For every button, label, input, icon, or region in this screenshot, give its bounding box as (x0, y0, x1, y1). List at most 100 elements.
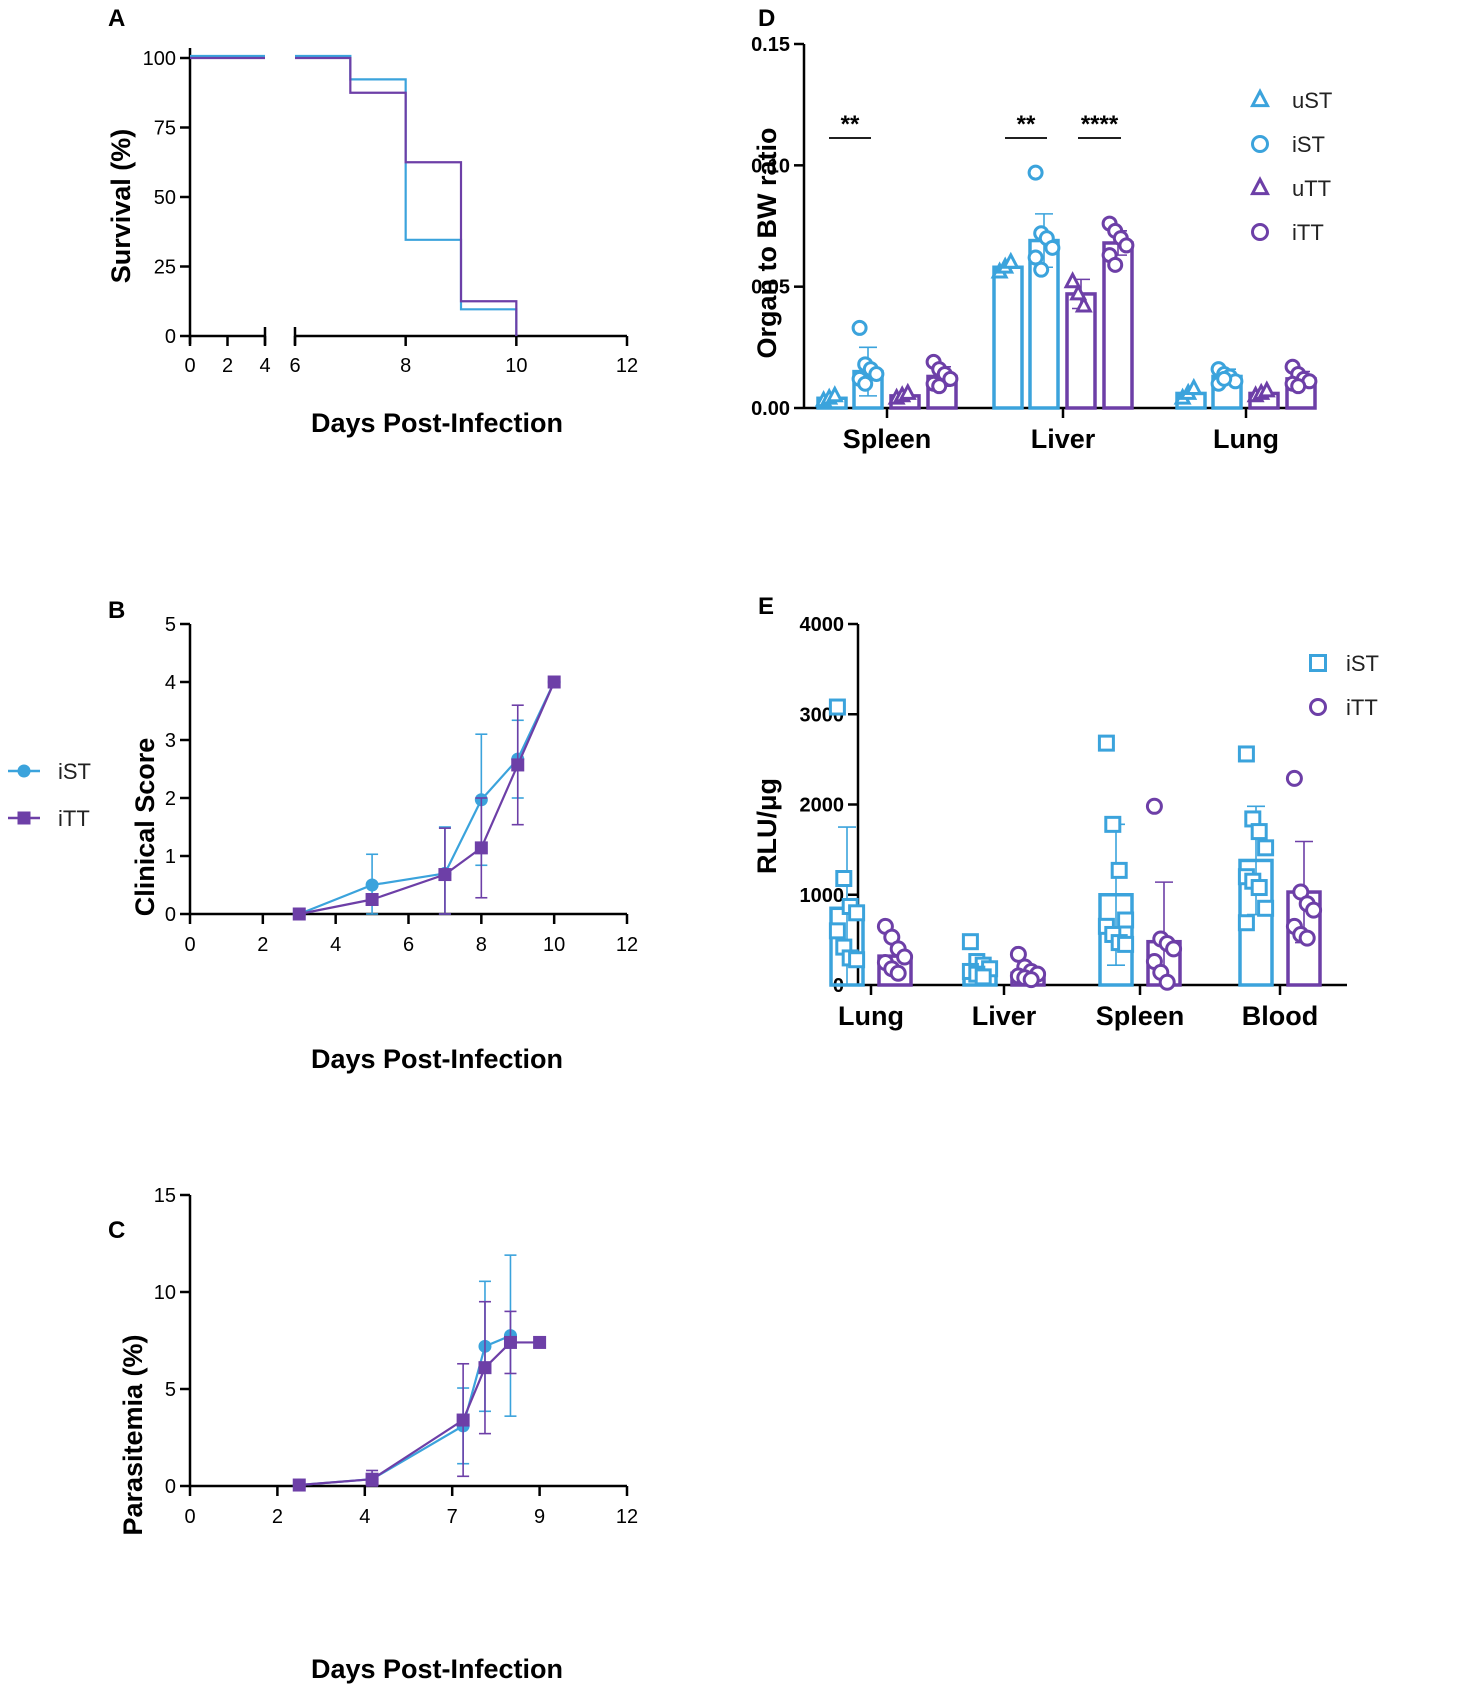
panel-b-xtick-label: 6 (403, 934, 414, 956)
panel-d-point-utt (1074, 295, 1093, 313)
panel-e-point-ist (974, 968, 992, 986)
panel-e-point-ist (835, 870, 853, 888)
panel-a-xtick-label: 10 (505, 355, 527, 377)
panel-b-xtick-label: 2 (257, 934, 268, 956)
panel-d-point-ist (1216, 370, 1233, 387)
panel-d-point-ust (1001, 251, 1020, 269)
panel-b-ylabel: Clinical Score (130, 738, 160, 917)
panel-d-ytick-label: 0.05 (751, 277, 790, 299)
panel-c-ytick-label: 5 (165, 1379, 176, 1401)
panel-d-point-ust (825, 385, 844, 403)
panel-c-xtick-label: 2 (272, 1506, 283, 1528)
panel-e-point-itt (1145, 797, 1163, 815)
panel-e-point-itt (889, 964, 907, 982)
panel-d-ylabel: Organ to BW ratio (752, 128, 782, 359)
panel-d-point-itt (1290, 378, 1307, 395)
panel-b-point-itt (474, 841, 488, 855)
panel-e-ytick-label: 1000 (800, 885, 845, 907)
panel-b-xtick-label: 4 (330, 934, 341, 956)
legend-ist-marker (17, 764, 31, 778)
panel-b-point-itt (365, 893, 379, 906)
panel-e-point-ist (1117, 911, 1135, 929)
panel-b-ytick-label: 5 (165, 614, 176, 636)
panel-e-legend-label-itt: iTT (1346, 695, 1378, 720)
legend-itt-marker (17, 811, 31, 825)
panel-c-point-itt (533, 1335, 547, 1349)
panel-e-category-label: Liver (972, 1001, 1037, 1031)
panel-e-point-ist (828, 698, 846, 716)
panel-c-xtick-label: 7 (447, 1506, 458, 1528)
panel-c-point-itt (456, 1413, 470, 1427)
panel-d-point-utt (1063, 271, 1082, 289)
panel-d-significance-label: ** (841, 111, 860, 138)
panel-d-legend-label-ust: uST (1292, 88, 1332, 113)
panel-b-point-itt (292, 907, 306, 921)
panel-a-xtick-label: 2 (222, 355, 233, 377)
panel-b-xlabel: Days Post-Infection (311, 1044, 563, 1074)
panel-d-ytick-label: 0.15 (751, 34, 790, 56)
panel-a-ytick-label: 75 (154, 118, 176, 140)
panel-e-point-ist (848, 904, 866, 922)
panel-a-xtick-label: 8 (400, 355, 411, 377)
panel-d-point-itt (942, 370, 959, 387)
panel-a-ylabel: Survival (%) (106, 129, 136, 284)
panel-b-ytick-label: 3 (165, 730, 176, 752)
panel-e-point-itt (1158, 973, 1176, 991)
panel-e-point-ist (1237, 914, 1255, 932)
panel-c-point-itt (503, 1335, 517, 1349)
panel-d-point-ist (1027, 164, 1044, 181)
panel-c-point-itt (365, 1472, 379, 1486)
panel-e-point-ist (1250, 823, 1268, 841)
panel-d-point-itt (931, 378, 948, 395)
panel-d-bar-ust (992, 265, 1024, 410)
legend-itt-label: iTT (58, 806, 90, 831)
panel-a-xtick-label: 4 (259, 355, 270, 377)
panel-b-point-ist (365, 878, 379, 892)
panel-d-category-label: Liver (1031, 424, 1096, 454)
panel-c-ytick-label: 10 (154, 1282, 176, 1304)
panel-d-significance-label: ** (1017, 111, 1036, 138)
panel-c-parasitemia-chart: 0 5 10 15 0 2 4 7 9 12 (154, 1185, 638, 1528)
panel-a-ytick-label: 50 (154, 187, 176, 209)
panel-a-xlabel: Days Post-Infection (311, 408, 563, 438)
panel-b-line-ist (298, 681, 556, 916)
panel-e-point-ist (828, 922, 846, 940)
panel-b-point-itt (511, 758, 525, 772)
panel-d-category-label: Lung (1213, 424, 1279, 454)
panel-c-line-itt (299, 1341, 540, 1487)
panel-d-ytick-label: 0.00 (751, 398, 790, 420)
panel-e-legend-label-ist: iST (1346, 651, 1379, 676)
panel-d-legend-marker-ust (1250, 88, 1270, 108)
panel-d-ytick-label: 0.10 (751, 155, 790, 177)
panel-a-xtick-label: 0 (184, 355, 195, 377)
panel-b-ytick-label: 4 (165, 672, 176, 694)
panel-a-ytick-label: 100 (143, 48, 176, 70)
panel-e-point-ist (1257, 839, 1275, 857)
panel-letter-a: A (108, 5, 125, 32)
panel-b-xtick-label: 12 (616, 934, 638, 956)
panel-e-legend-marker-ist (1309, 654, 1327, 672)
panel-c-point-itt (478, 1361, 492, 1375)
legend-ist-label: iST (58, 759, 91, 784)
panel-e-point-ist (1237, 745, 1255, 763)
panel-e-point-itt (1285, 769, 1303, 787)
panel-e-point-ist (1257, 899, 1275, 917)
panel-d-point-utt (1257, 380, 1276, 398)
panel-b-xtick-label: 0 (184, 934, 195, 956)
panel-e-point-ist (1104, 815, 1122, 833)
panel-c-ytick-label: 0 (165, 1476, 176, 1498)
panel-c-xtick-label: 12 (616, 1506, 638, 1528)
panel-e-point-itt (1305, 901, 1323, 919)
panel-e-ytick-label: 4000 (800, 614, 845, 636)
panel-e-point-itt (1165, 940, 1183, 958)
panel-a-xtick-label: 12 (616, 355, 638, 377)
panel-d-category-label: Spleen (843, 424, 932, 454)
panel-c-xtick-label: 0 (184, 1506, 195, 1528)
panel-d-point-itt (1107, 256, 1124, 273)
panel-c-xtick-label: 9 (534, 1506, 545, 1528)
panel-e-point-itt (1009, 945, 1027, 963)
panel-e-point-ist (1097, 734, 1115, 752)
panel-d-legend-label-utt: uTT (1292, 176, 1331, 201)
